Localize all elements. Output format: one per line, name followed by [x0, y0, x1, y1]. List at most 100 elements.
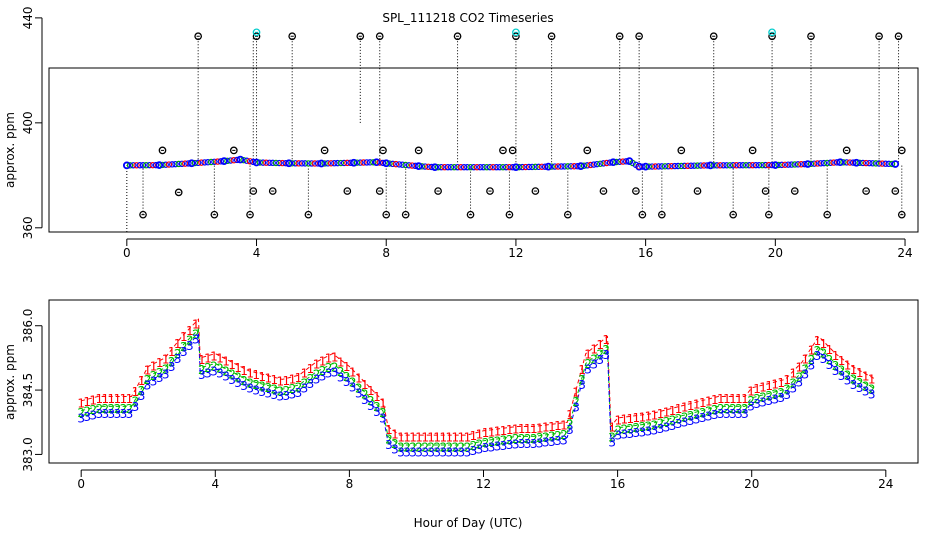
baseline-point: [729, 162, 737, 169]
baseline-point: [872, 160, 880, 167]
series-2-marker: 2: [464, 440, 472, 454]
series-2-marker: 2: [735, 402, 743, 416]
series-3-marker: 3: [802, 368, 810, 382]
series-1-marker: 1: [620, 413, 628, 427]
baseline-point: [535, 163, 542, 171]
series-2-marker: 2: [747, 394, 755, 408]
series-3-marker: 3: [277, 389, 285, 403]
series-1-marker: 1: [862, 369, 870, 383]
series-1-marker: 1: [482, 426, 490, 440]
baseline-point: [447, 163, 455, 171]
series-3-marker: 3: [729, 407, 737, 421]
baseline-point: [866, 159, 873, 167]
series-3-marker: 3: [210, 365, 218, 379]
series-2-marker: 2: [657, 417, 665, 431]
series-3-marker: 3: [470, 444, 478, 458]
spike-point: [499, 146, 507, 155]
baseline-point: [211, 158, 218, 165]
series-1-marker: 1: [723, 392, 731, 406]
series-2-marker: 2: [826, 353, 834, 367]
series-2-marker: 2: [608, 430, 616, 444]
series-3-marker: 3: [771, 393, 779, 407]
baseline-point: [259, 159, 267, 166]
series-1-marker: 1: [747, 384, 755, 398]
series-2-marker: 2: [138, 384, 146, 398]
baseline-point: [408, 162, 416, 169]
series-1-marker: 1: [814, 334, 822, 348]
series-2-marker: 2: [838, 364, 846, 378]
series-1-marker: 1: [216, 352, 224, 366]
series-2-marker: 2: [325, 361, 333, 375]
baseline-point: [340, 159, 348, 167]
series-3-marker: 3: [337, 370, 345, 384]
bottom-panel: 1111111111111111111111111111111111111111…: [3, 299, 919, 530]
series-3-marker: 3: [789, 382, 797, 396]
baseline-point: [888, 160, 896, 168]
baseline-point: [451, 163, 458, 171]
series-3-marker: 3: [482, 441, 490, 455]
spike-point: [761, 187, 770, 195]
spike-point: [285, 159, 293, 168]
baseline-point: [269, 159, 276, 167]
series-1-marker: 1: [741, 392, 749, 406]
baseline-point: [175, 160, 182, 168]
spike-point: [343, 187, 352, 195]
series-3-marker: 3: [361, 393, 369, 407]
series-3-marker: 3: [409, 446, 417, 460]
series-3-marker: 3: [747, 399, 755, 413]
series-2-marker: 2: [862, 379, 870, 393]
series-3-marker: 3: [627, 427, 635, 441]
baseline-point: [811, 160, 818, 167]
x-tick-label: 20: [768, 246, 783, 260]
series-3-marker: 3: [180, 345, 188, 359]
baseline-point: [321, 160, 328, 167]
series-3-marker: 3: [126, 407, 134, 421]
series-2-marker: 2: [554, 429, 562, 443]
baseline-point: [395, 161, 403, 168]
series-3-marker: 3: [319, 369, 327, 383]
series-2-marker: 2: [403, 441, 411, 455]
series-2-marker: 2: [452, 441, 460, 455]
series-3-marker: 3: [542, 436, 550, 450]
baseline-point: [801, 160, 808, 168]
series-3-marker: 3: [343, 375, 351, 389]
series-1-marker: 1: [627, 412, 635, 426]
baseline-point: [305, 160, 312, 167]
series-3-marker: 3: [590, 358, 598, 372]
series-3-marker: 3: [264, 386, 272, 400]
series-1-marker: 1: [240, 364, 248, 378]
baseline-point: [444, 163, 452, 171]
baseline-point: [298, 160, 306, 167]
series-3-marker: 3: [270, 388, 278, 402]
series-2-marker: 2: [753, 392, 761, 406]
baseline-point: [233, 156, 241, 164]
spike-point: [466, 210, 475, 219]
series-1-marker: 1: [687, 399, 695, 413]
baseline-point: [736, 162, 743, 169]
series-3-marker: 3: [476, 442, 484, 456]
series-1-marker: 1: [820, 337, 828, 351]
series-1-marker: 1: [596, 338, 604, 352]
series-1-marker: 1: [494, 425, 502, 439]
series-1-marker: 1: [669, 404, 677, 418]
baseline-point: [146, 161, 153, 169]
baseline-point: [136, 162, 143, 169]
series-2-marker: 2: [470, 439, 478, 453]
baseline-point: [246, 158, 254, 165]
series-3-marker: 3: [578, 378, 586, 392]
series-2-marker: 2: [814, 344, 822, 358]
x-tick-label: 16: [610, 477, 625, 491]
series-1-marker: 1: [421, 431, 429, 445]
series-3-marker: 3: [699, 411, 707, 425]
series-3-marker: 3: [759, 396, 767, 410]
baseline-point: [292, 160, 299, 167]
series-1-marker: 1: [663, 405, 671, 419]
series-1-marker: 1: [77, 396, 85, 410]
baseline-point: [327, 160, 335, 167]
spike-point: [246, 210, 254, 219]
series-2-marker: 2: [530, 432, 538, 446]
series-1-marker: 1: [808, 343, 816, 357]
baseline-point: [502, 163, 510, 171]
series-1-marker: 1: [675, 402, 683, 416]
series-2-marker: 2: [693, 407, 701, 421]
